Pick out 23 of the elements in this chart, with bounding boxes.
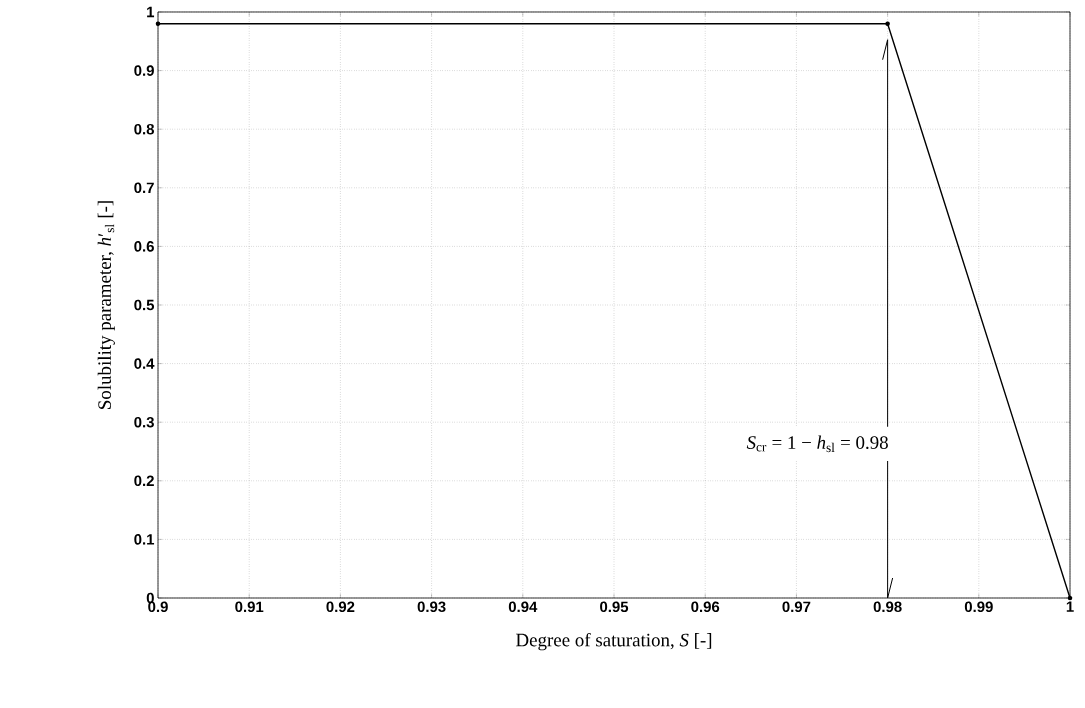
x-tick-label: 0.92 (326, 601, 355, 613)
y-tick-label: 0.3 (134, 416, 154, 428)
x-tick-label: 0.91 (235, 601, 264, 613)
x-tick-label: 0.94 (508, 601, 538, 613)
x-tick-label: 0.97 (782, 601, 811, 613)
ref-line-label: S$_{cr}$ = 1 − h$_{sl}$ = 0.98 (746, 435, 888, 453)
x-tick-label: 0.96 (691, 601, 720, 613)
y-tick-label: 0.9 (134, 65, 154, 76)
x-tick-label: 0.99 (964, 601, 993, 613)
y-tick-label: 0.6 (134, 241, 154, 252)
x-tick-label: 0.93 (417, 601, 446, 613)
x-tick-label: 0.98 (873, 601, 902, 613)
y-tick-label: 1 (147, 6, 155, 18)
y-tick-label: 0.8 (134, 123, 155, 135)
x-tick-label: 0.95 (600, 601, 629, 613)
y-axis-title: Solubility parameter, h′$_{sl}$ [-] (97, 201, 115, 409)
y-tick-label: 0.4 (134, 358, 155, 369)
y-tick-label: 0.1 (134, 534, 155, 545)
y-tick-label: 0.5 (134, 299, 155, 311)
y-tick-label: 0.2 (134, 475, 154, 487)
x-tick-label: 1 (1066, 601, 1074, 612)
x-axis-title: Degree of saturation, S [-] (516, 632, 712, 651)
y-tick-label: 0.7 (134, 182, 154, 194)
